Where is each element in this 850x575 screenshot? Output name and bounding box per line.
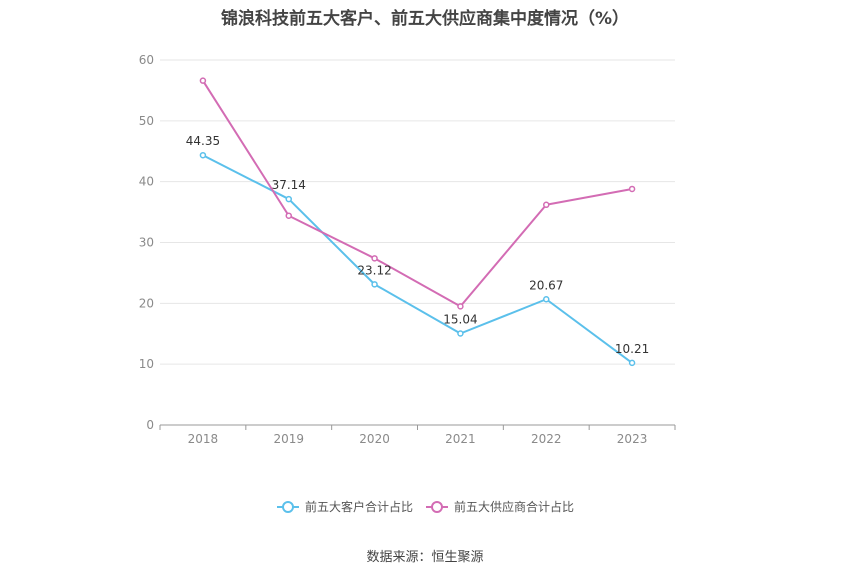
x-axis: 2018 2019 2020 2021 2022 2023 xyxy=(159,424,676,446)
grid-lines xyxy=(160,59,675,365)
legend-marker xyxy=(431,501,443,513)
legend-marker xyxy=(282,501,294,513)
data-point xyxy=(543,296,550,303)
y-axis: 0 10 20 30 40 50 60 xyxy=(139,53,154,432)
data-label: 44.35 xyxy=(186,134,220,148)
data-label: 15.04 xyxy=(443,313,477,327)
x-tick-label: 2019 xyxy=(273,432,304,446)
data-point xyxy=(371,281,378,288)
legend: 前五大客户合计占比 前五大供应商合计占比 xyxy=(277,499,574,514)
data-label: 37.14 xyxy=(272,178,306,192)
data-point xyxy=(371,255,378,262)
y-tick-label: 10 xyxy=(139,357,154,371)
series-line-2 xyxy=(202,80,633,308)
y-tick-label: 20 xyxy=(139,296,154,310)
data-point xyxy=(628,359,636,367)
data-point xyxy=(457,330,464,337)
x-tick-label: 2023 xyxy=(617,432,648,446)
data-label: 23.12 xyxy=(357,263,391,277)
series-line-1 xyxy=(202,154,633,364)
y-tick-label: 40 xyxy=(139,175,154,189)
data-point xyxy=(199,77,207,84)
y-tick-label: 60 xyxy=(139,53,154,67)
source-note: 数据来源：恒生聚源 xyxy=(366,550,484,565)
data-point xyxy=(199,151,207,159)
legend-label: 前五大客户合计占比 xyxy=(305,499,413,514)
data-point xyxy=(285,212,292,219)
data-point xyxy=(457,303,464,310)
data-point xyxy=(543,201,550,209)
x-tick-label: 2022 xyxy=(531,432,562,446)
x-tick-label: 2021 xyxy=(445,432,476,446)
y-tick-label: 30 xyxy=(139,236,154,250)
data-point xyxy=(285,195,292,203)
data-label: 10.21 xyxy=(615,342,649,356)
data-point xyxy=(628,185,636,193)
legend-label: 前五大供应商合计占比 xyxy=(454,499,574,514)
data-labels: 44.35 37.14 23.12 15.04 20.67 10.21 xyxy=(186,134,650,356)
x-tick-label: 2020 xyxy=(359,432,390,446)
y-tick-label: 50 xyxy=(139,114,154,128)
data-label: 20.67 xyxy=(529,278,563,292)
x-tick-label: 2018 xyxy=(188,432,219,446)
series-group xyxy=(199,77,636,367)
chart-title: 锦浪科技前五大客户、前五大供应商集中度情况（%） xyxy=(220,9,630,29)
y-tick-label: 0 xyxy=(146,418,154,432)
